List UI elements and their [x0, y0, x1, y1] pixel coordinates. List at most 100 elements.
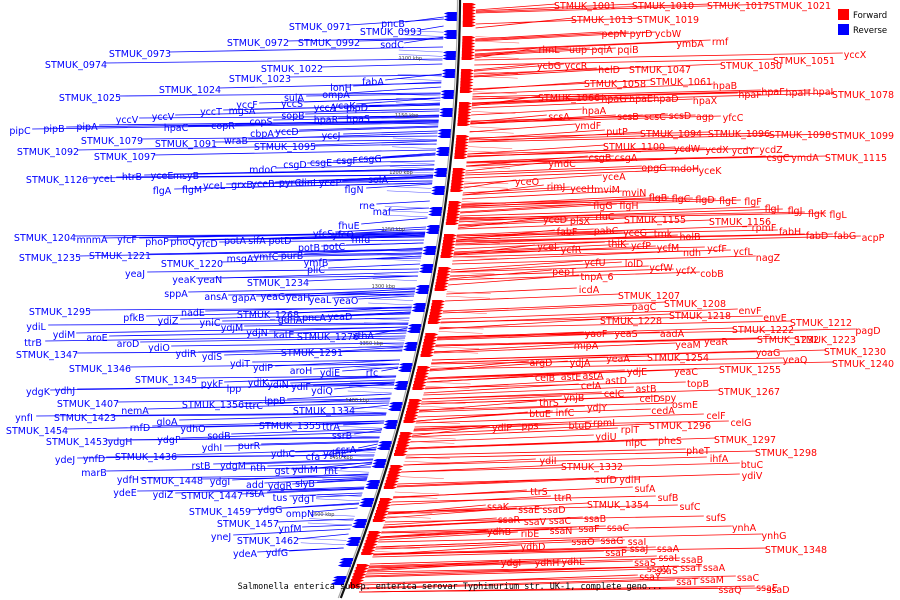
forward-gene-label[interactable]: astD: [605, 376, 627, 387]
reverse-gene-label[interactable]: ydgK: [26, 387, 51, 398]
forward-gene-label[interactable]: flgJ: [788, 206, 803, 217]
reverse-gene-label[interactable]: ynfD: [83, 454, 105, 465]
forward-gene-label[interactable]: ycfU: [584, 258, 605, 269]
forward-gene-label[interactable]: ydhH: [535, 558, 560, 569]
reverse-gene-label[interactable]: sodC: [380, 40, 404, 51]
forward-gene-label[interactable]: fabH: [779, 227, 801, 238]
forward-gene-label[interactable]: STMUK_1013: [571, 15, 633, 26]
forward-gene-label[interactable]: mipA: [574, 341, 599, 352]
forward-gene-label[interactable]: ycdY: [732, 146, 755, 157]
forward-gene-label[interactable]: ssaA: [703, 563, 726, 574]
reverse-gene-label[interactable]: potA: [224, 236, 247, 247]
reverse-gene-label[interactable]: gdhA: [278, 315, 303, 326]
reverse-gene-label[interactable]: STMUK_0973: [109, 49, 171, 60]
reverse-gene-label[interactable]: cbpA: [250, 129, 274, 140]
reverse-gene-label[interactable]: ssrA: [336, 445, 357, 456]
forward-gene-label[interactable]: rlmL: [538, 45, 560, 56]
forward-gene-label[interactable]: ycfX: [676, 266, 697, 277]
reverse-gene-label[interactable]: yneJ: [211, 532, 231, 543]
reverse-gene-label[interactable]: gst: [275, 466, 290, 477]
reverse-gene-label[interactable]: rnfD: [130, 423, 150, 434]
reverse-gene-label[interactable]: pncB: [381, 19, 405, 30]
reverse-gene-label[interactable]: STMUK_0972: [227, 38, 289, 49]
forward-gene-label[interactable]: ssaY: [639, 572, 661, 583]
forward-gene-label[interactable]: flgE: [719, 196, 737, 207]
forward-gene-label[interactable]: hpaX: [693, 96, 718, 107]
forward-gene-label[interactable]: ssaS: [634, 558, 656, 569]
forward-gene-label[interactable]: STMUK_1218: [669, 311, 731, 322]
forward-gene-label[interactable]: pps: [521, 421, 538, 432]
reverse-gene-label[interactable]: STMUK_1092: [17, 147, 79, 158]
forward-gene-label[interactable]: flgD: [695, 195, 714, 206]
reverse-gene-label[interactable]: ttrA: [322, 422, 340, 433]
reverse-gene-label[interactable]: pykF: [201, 379, 224, 390]
forward-gene-label[interactable]: ycbG: [537, 61, 561, 72]
forward-gene-label[interactable]: fabF: [557, 227, 578, 238]
forward-gene-label[interactable]: rmf: [712, 37, 729, 48]
forward-gene-label[interactable]: fabD: [806, 231, 829, 242]
forward-gene-label[interactable]: putP: [606, 127, 628, 138]
reverse-gene-label[interactable]: copS: [249, 117, 272, 128]
reverse-gene-label[interactable]: slyB: [295, 479, 315, 490]
reverse-gene-label[interactable]: nth: [250, 463, 266, 474]
forward-gene-label[interactable]: celA: [581, 381, 602, 392]
forward-gene-label[interactable]: ydhB: [487, 527, 511, 538]
reverse-gene-label[interactable]: STMUK_0992: [298, 38, 360, 49]
forward-gene-label[interactable]: STMUK_1297: [714, 435, 776, 446]
forward-gene-label[interactable]: rluC: [595, 212, 615, 223]
forward-gene-label[interactable]: topB: [687, 379, 709, 390]
forward-gene-label[interactable]: agp: [696, 112, 714, 123]
forward-gene-label[interactable]: yceA: [602, 172, 626, 183]
reverse-gene-label[interactable]: ydgR: [268, 481, 293, 492]
reverse-gene-label[interactable]: mdoC: [249, 165, 277, 176]
forward-gene-label[interactable]: ydhL: [562, 557, 586, 568]
forward-gene-label[interactable]: ycdX: [705, 145, 729, 156]
forward-gene-label[interactable]: hpaD: [653, 94, 678, 105]
forward-gene-label[interactable]: mdoH: [671, 164, 699, 175]
reverse-gene-label[interactable]: ydiL: [26, 322, 46, 333]
forward-gene-label[interactable]: rpmI: [593, 418, 615, 429]
forward-gene-label[interactable]: cobB: [700, 269, 724, 280]
reverse-gene-label[interactable]: csgF: [336, 156, 358, 167]
reverse-gene-label[interactable]: ydhC: [271, 449, 296, 460]
forward-gene-label[interactable]: ssaA: [657, 544, 680, 555]
reverse-gene-label[interactable]: sifA: [248, 236, 266, 247]
forward-gene-label[interactable]: ynhG: [761, 531, 786, 542]
reverse-gene-label[interactable]: aroD: [117, 339, 140, 350]
reverse-gene-label[interactable]: ssrB: [332, 431, 352, 442]
reverse-gene-label[interactable]: STMUK_1025: [59, 93, 121, 104]
reverse-gene-label[interactable]: msgA: [227, 254, 254, 265]
forward-gene-label[interactable]: csgC: [767, 153, 790, 164]
reverse-gene-label[interactable]: ydgG: [257, 505, 282, 516]
reverse-gene-label[interactable]: grxB: [231, 180, 253, 191]
reverse-gene-label[interactable]: ydiO: [148, 343, 170, 354]
forward-gene-label[interactable]: rplT: [621, 425, 640, 436]
reverse-gene-label[interactable]: ydiE: [320, 368, 340, 379]
reverse-gene-label[interactable]: yeaL: [309, 295, 332, 306]
reverse-gene-label[interactable]: STMUK_1276: [297, 332, 359, 343]
forward-gene-label[interactable]: ycbW: [655, 29, 682, 40]
reverse-gene-label[interactable]: STMUK_0971: [289, 22, 351, 33]
forward-gene-label[interactable]: celG: [730, 418, 751, 429]
forward-gene-label[interactable]: flgI: [765, 204, 780, 215]
forward-gene-label[interactable]: STMUK_1155: [624, 215, 686, 226]
forward-gene-label[interactable]: flgC: [672, 194, 691, 205]
forward-gene-label[interactable]: ssaM: [700, 575, 724, 586]
forward-gene-label[interactable]: ycdZ: [759, 145, 783, 156]
forward-gene-label[interactable]: pepN: [601, 29, 626, 40]
reverse-gene-label[interactable]: ydfG: [266, 548, 288, 559]
forward-gene-label[interactable]: flgB: [649, 193, 668, 204]
reverse-gene-label[interactable]: STMUK_1095: [254, 142, 316, 153]
forward-gene-label[interactable]: ssaD: [542, 505, 565, 516]
forward-gene-label[interactable]: btuC: [741, 460, 764, 471]
reverse-gene-label[interactable]: add: [246, 480, 264, 491]
forward-gene-label[interactable]: STMUK_1228: [600, 316, 662, 327]
forward-gene-label[interactable]: icdA: [579, 285, 600, 296]
forward-gene-label[interactable]: ydjE: [627, 367, 647, 378]
forward-gene-label[interactable]: celC: [604, 389, 625, 400]
reverse-gene-label[interactable]: yccF: [236, 100, 258, 111]
reverse-gene-label[interactable]: pyrC: [279, 178, 302, 189]
forward-gene-label[interactable]: STMUK_1094: [640, 129, 702, 140]
forward-gene-label[interactable]: ribE: [521, 529, 540, 540]
reverse-gene-label[interactable]: ydgI: [210, 477, 230, 488]
